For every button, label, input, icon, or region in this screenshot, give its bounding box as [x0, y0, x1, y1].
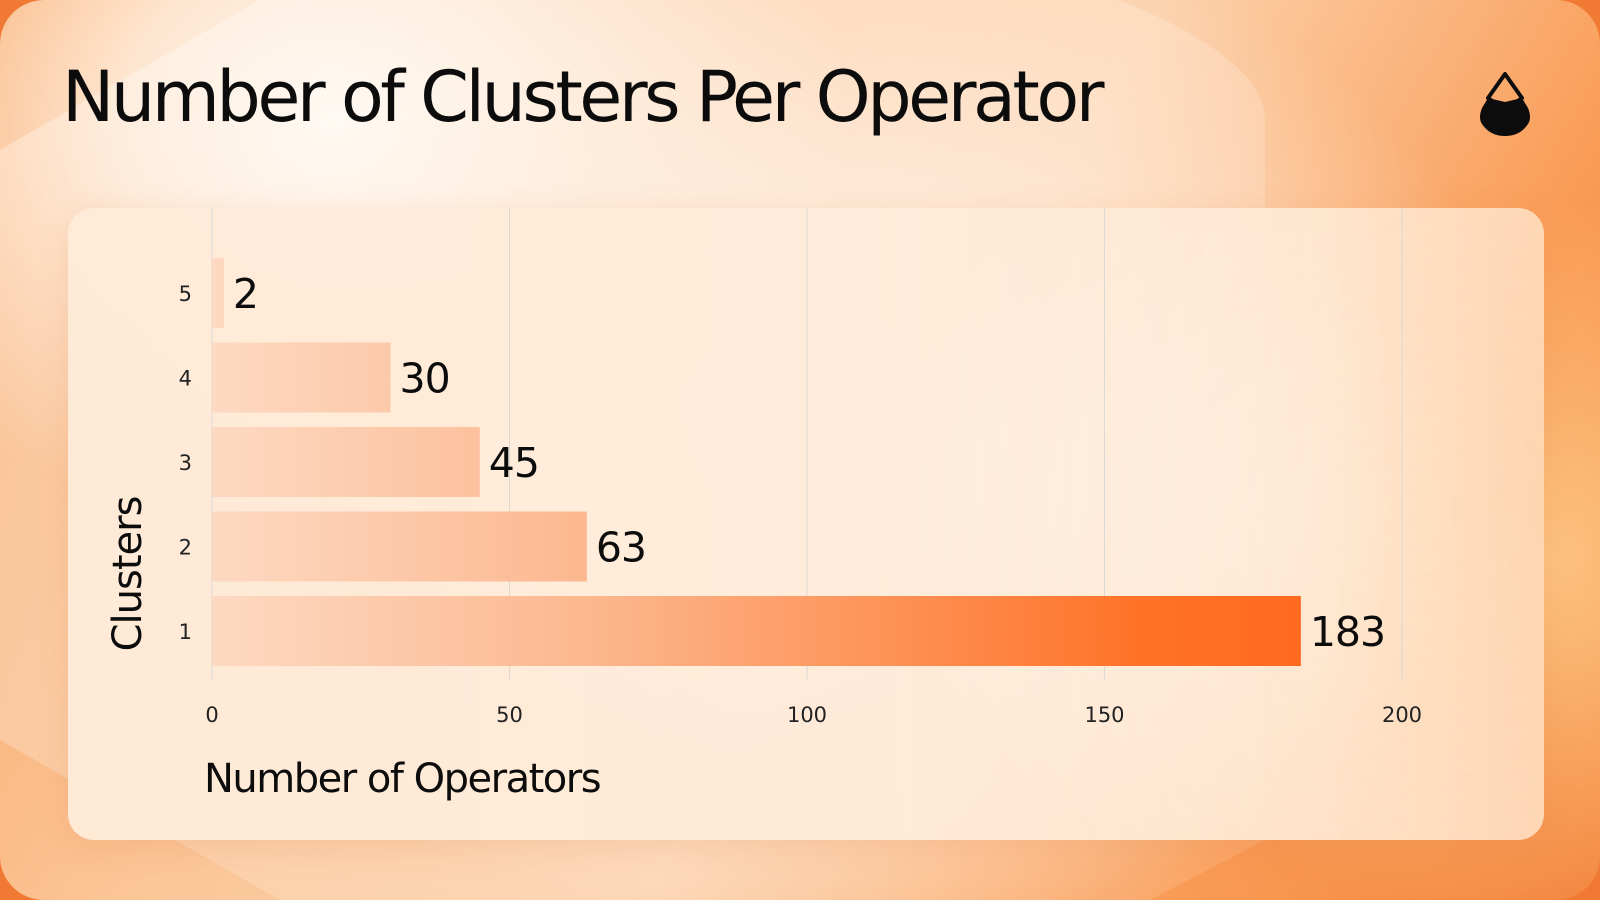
y-tick-label: 3 [179, 451, 192, 475]
bar [212, 596, 1301, 666]
x-tick-label: 200 [1382, 703, 1422, 727]
drop-logo-icon [1480, 72, 1530, 136]
bar-value-label: 30 [400, 355, 450, 403]
x-tick-label: 0 [205, 703, 218, 727]
tick-labels: 0 50 100 150 200 5 4 3 2 1 [179, 282, 1422, 727]
bar [212, 427, 480, 497]
y-tick-label: 2 [179, 536, 192, 560]
y-axis-label: Clusters [105, 497, 151, 652]
bars: 2 30 45 63 183 [212, 258, 1386, 666]
bar [212, 511, 587, 582]
y-tick-label: 1 [179, 620, 192, 644]
bar-value-label: 45 [489, 439, 539, 487]
bar-value-label: 2 [233, 270, 258, 318]
bar-value-label: 63 [596, 524, 646, 572]
x-tick-label: 100 [787, 703, 827, 727]
x-tick-label: 50 [496, 703, 523, 727]
x-tick-label: 150 [1084, 703, 1124, 727]
bar [212, 258, 224, 328]
bar-value-label: 183 [1310, 608, 1385, 656]
bar [212, 342, 391, 413]
y-tick-label: 5 [179, 282, 192, 306]
y-tick-label: 4 [179, 367, 192, 391]
x-axis-label: Number of Operators [204, 756, 600, 802]
page-title: Number of Clusters Per Operator [62, 56, 1104, 138]
